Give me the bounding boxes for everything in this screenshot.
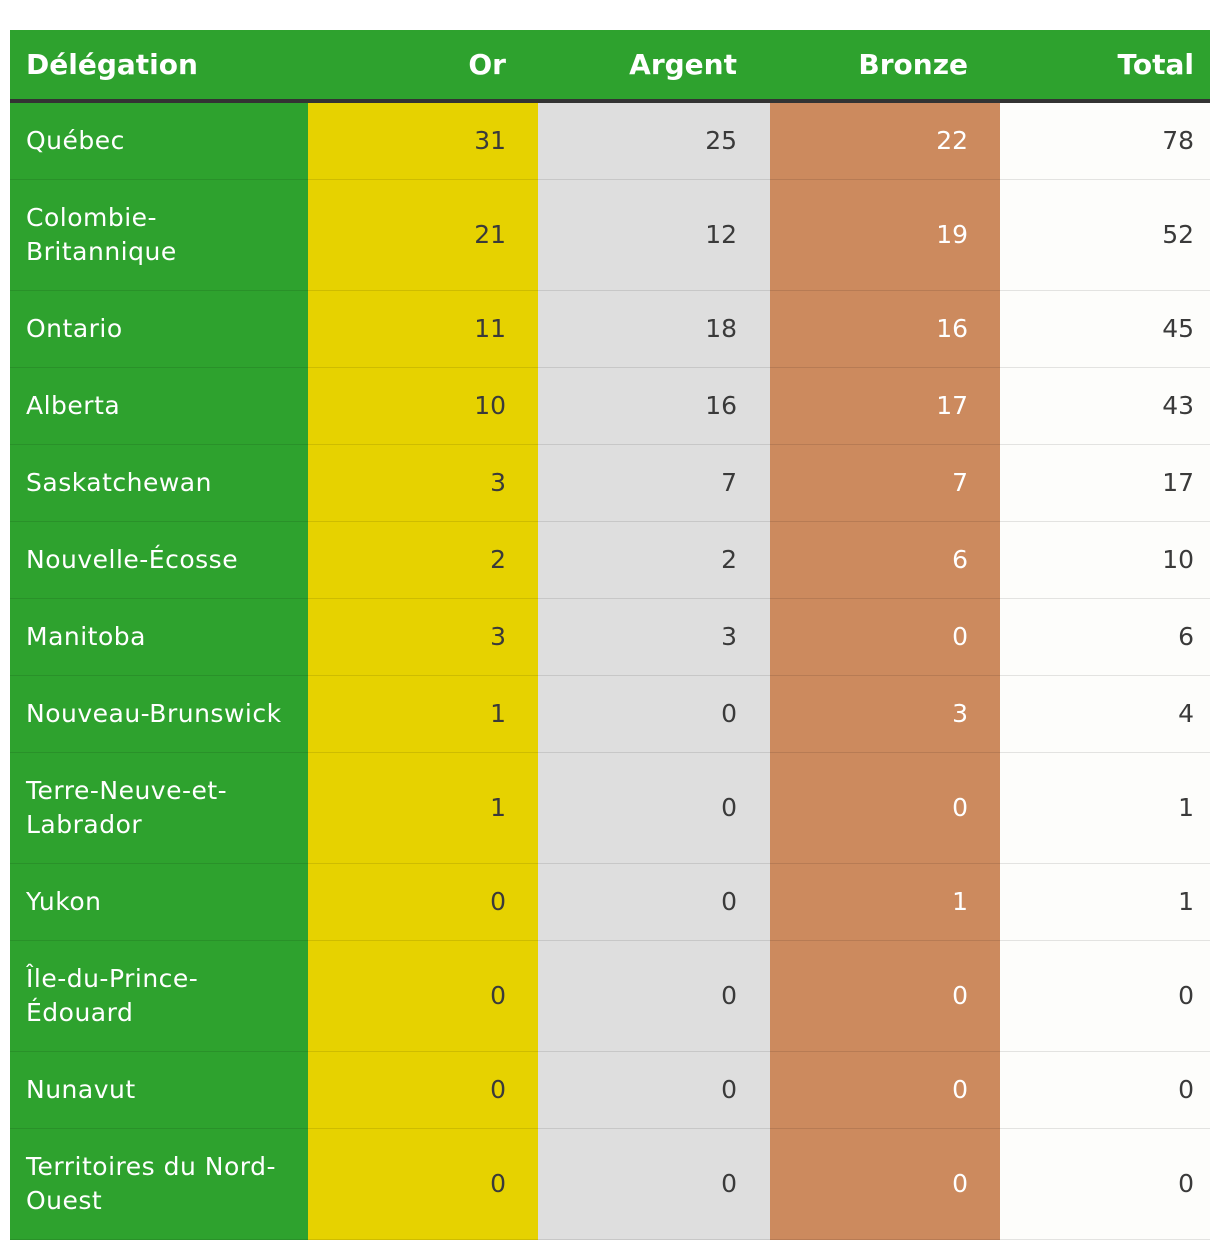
table-row: Nunavut 0 0 0 0 bbox=[10, 1051, 1210, 1129]
header-total[interactable]: Total bbox=[1000, 30, 1210, 103]
cell-argent: 0 bbox=[538, 1051, 770, 1129]
cell-delegation: Saskatchewan bbox=[10, 444, 308, 522]
cell-total: 10 bbox=[1000, 521, 1210, 599]
cell-delegation: Québec bbox=[10, 101, 308, 180]
cell-total: 45 bbox=[1000, 290, 1210, 368]
cell-delegation: Nouveau-Brunswick bbox=[10, 675, 308, 753]
cell-or: 2 bbox=[308, 521, 538, 599]
cell-or: 0 bbox=[308, 940, 538, 1052]
header-or[interactable]: Or bbox=[308, 30, 538, 103]
cell-total: 1 bbox=[1000, 863, 1210, 941]
cell-delegation: Manitoba bbox=[10, 598, 308, 676]
cell-or: 0 bbox=[308, 863, 538, 941]
cell-or: 1 bbox=[308, 675, 538, 753]
cell-argent: 0 bbox=[538, 752, 770, 864]
cell-argent: 2 bbox=[538, 521, 770, 599]
cell-total: 0 bbox=[1000, 1128, 1210, 1240]
cell-total: 1 bbox=[1000, 752, 1210, 864]
cell-total: 17 bbox=[1000, 444, 1210, 522]
cell-bronze: 16 bbox=[770, 290, 1000, 368]
cell-total: 0 bbox=[1000, 940, 1210, 1052]
cell-delegation: Île-du-Prince-Édouard bbox=[10, 940, 308, 1052]
cell-or: 3 bbox=[308, 444, 538, 522]
table-body: Québec 31 25 22 78 Colombie-Britannique 21 12 19… bbox=[10, 101, 1210, 1240]
cell-bronze: 0 bbox=[770, 1128, 1000, 1240]
cell-or: 1 bbox=[308, 752, 538, 864]
cell-delegation: Territoires du Nord-Ouest bbox=[10, 1128, 308, 1240]
table-row: Nouvelle-Écosse 2 2 6 10 bbox=[10, 521, 1210, 599]
header-delegation[interactable]: Délégation bbox=[10, 30, 308, 103]
table-row: Alberta 10 16 17 43 bbox=[10, 367, 1210, 445]
table-row: Québec 31 25 22 78 bbox=[10, 101, 1210, 180]
cell-delegation: Nouvelle-Écosse bbox=[10, 521, 308, 599]
table-row: Territoires du Nord-Ouest 0 0 0 0 bbox=[10, 1128, 1210, 1240]
cell-bronze: 17 bbox=[770, 367, 1000, 445]
cell-delegation: Terre-Neuve-et-Labrador bbox=[10, 752, 308, 864]
cell-argent: 12 bbox=[538, 179, 770, 291]
table-row: Colombie-Britannique 21 12 19 52 bbox=[10, 179, 1210, 291]
cell-delegation: Alberta bbox=[10, 367, 308, 445]
cell-argent: 0 bbox=[538, 675, 770, 753]
header-argent[interactable]: Argent bbox=[538, 30, 770, 103]
table-row: Saskatchewan 3 7 7 17 bbox=[10, 444, 1210, 522]
table-row: Nouveau-Brunswick 1 0 3 4 bbox=[10, 675, 1210, 753]
cell-bronze: 22 bbox=[770, 101, 1000, 180]
table-row: Terre-Neuve-et-Labrador 1 0 0 1 bbox=[10, 752, 1210, 864]
cell-delegation: Nunavut bbox=[10, 1051, 308, 1129]
cell-or: 0 bbox=[308, 1051, 538, 1129]
cell-or: 11 bbox=[308, 290, 538, 368]
cell-argent: 7 bbox=[538, 444, 770, 522]
cell-total: 0 bbox=[1000, 1051, 1210, 1129]
cell-bronze: 0 bbox=[770, 1051, 1000, 1129]
cell-delegation: Colombie-Britannique bbox=[10, 179, 308, 291]
cell-total: 78 bbox=[1000, 101, 1210, 180]
cell-argent: 18 bbox=[538, 290, 770, 368]
cell-bronze: 7 bbox=[770, 444, 1000, 522]
table-row: Ontario 11 18 16 45 bbox=[10, 290, 1210, 368]
cell-argent: 0 bbox=[538, 863, 770, 941]
medal-table: Délégation Or Argent Bronze Total Québec… bbox=[10, 30, 1210, 1240]
cell-argent: 25 bbox=[538, 101, 770, 180]
cell-total: 4 bbox=[1000, 675, 1210, 753]
cell-bronze: 19 bbox=[770, 179, 1000, 291]
cell-delegation: Ontario bbox=[10, 290, 308, 368]
cell-bronze: 0 bbox=[770, 940, 1000, 1052]
cell-or: 3 bbox=[308, 598, 538, 676]
cell-total: 43 bbox=[1000, 367, 1210, 445]
cell-argent: 3 bbox=[538, 598, 770, 676]
cell-argent: 16 bbox=[538, 367, 770, 445]
cell-or: 10 bbox=[308, 367, 538, 445]
cell-or: 0 bbox=[308, 1128, 538, 1240]
cell-total: 52 bbox=[1000, 179, 1210, 291]
cell-bronze: 0 bbox=[770, 752, 1000, 864]
cell-or: 31 bbox=[308, 101, 538, 180]
header-bronze[interactable]: Bronze bbox=[770, 30, 1000, 103]
cell-bronze: 0 bbox=[770, 598, 1000, 676]
cell-bronze: 6 bbox=[770, 521, 1000, 599]
table-row: Yukon 0 0 1 1 bbox=[10, 863, 1210, 941]
cell-or: 21 bbox=[308, 179, 538, 291]
cell-bronze: 1 bbox=[770, 863, 1000, 941]
table-row: Île-du-Prince-Édouard 0 0 0 0 bbox=[10, 940, 1210, 1052]
cell-argent: 0 bbox=[538, 940, 770, 1052]
cell-argent: 0 bbox=[538, 1128, 770, 1240]
cell-bronze: 3 bbox=[770, 675, 1000, 753]
cell-total: 6 bbox=[1000, 598, 1210, 676]
table-row: Manitoba 3 3 0 6 bbox=[10, 598, 1210, 676]
header-row: Délégation Or Argent Bronze Total bbox=[10, 30, 1210, 103]
cell-delegation: Yukon bbox=[10, 863, 308, 941]
